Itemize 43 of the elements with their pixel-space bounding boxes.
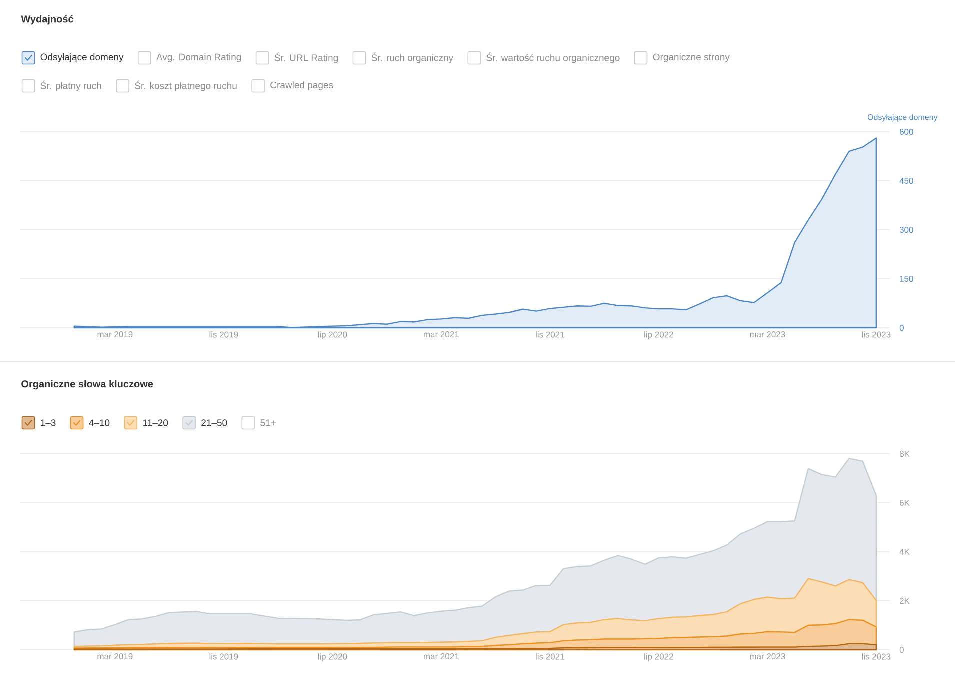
y-tick-label: 450 xyxy=(900,178,914,184)
text: Śr. ruch organiczny xyxy=(372,52,454,64)
y-axis-title: Odsyłające domeny xyxy=(868,114,938,122)
text: Crawled pages xyxy=(270,82,334,90)
x-tick-label: lip 2022 xyxy=(644,332,674,340)
y-tick-label: 150 xyxy=(900,276,914,282)
x-tick-label: lip 2020 xyxy=(318,332,348,340)
legend-label: 4–10 xyxy=(89,420,110,426)
text: Śr. URL Rating xyxy=(274,52,338,64)
x-tick-label: mar 2023 xyxy=(750,332,786,338)
x-tick-label: lis 2019 xyxy=(210,332,238,338)
x-tick-label: lip 2020 xyxy=(318,654,348,662)
y-tick-label: 4K xyxy=(900,549,910,555)
x-tick-label: lis 2021 xyxy=(536,332,564,338)
x-tick-label: lis 2023 xyxy=(862,332,891,338)
x-tick-label: lis 2023 xyxy=(862,654,891,660)
x-tick-label: lip 2022 xyxy=(644,654,674,662)
y-tick-label: 300 xyxy=(900,226,914,233)
legend-label: 21–50 xyxy=(202,420,228,426)
y-tick-label: 2K xyxy=(900,598,910,604)
text: 51+ xyxy=(260,420,276,426)
text: Śr. koszt płatnego ruchu xyxy=(135,80,237,92)
x-tick-label: mar 2021 xyxy=(424,654,459,660)
chart-title: Wydajność xyxy=(21,15,74,25)
text: Śr. płatny ruch xyxy=(40,80,102,92)
y-tick-label: 0 xyxy=(900,324,904,331)
y-tick-label: 0 xyxy=(900,646,904,654)
x-tick-label: lis 2019 xyxy=(210,654,238,660)
x-tick-label: mar 2019 xyxy=(98,332,133,338)
text: Śr. wartość ruchu organicznego xyxy=(486,52,620,64)
legend-label: 11–20 xyxy=(143,420,168,426)
x-tick-label: mar 2019 xyxy=(98,654,133,660)
x-tick-label: mar 2023 xyxy=(750,654,786,660)
legend-label: Odsyłające domeny xyxy=(40,54,124,62)
legend-label: 1–3 xyxy=(41,420,56,426)
text: Avg. Domain Rating xyxy=(156,54,242,62)
y-tick-label: 6K xyxy=(900,500,910,506)
x-tick-label: lis 2021 xyxy=(536,654,564,660)
y-tick-label: 600 xyxy=(900,128,914,135)
text: Organiczne strony xyxy=(653,54,730,62)
chart-title: Organiczne słowa kluczowe xyxy=(22,380,154,390)
x-tick-label: mar 2021 xyxy=(424,332,459,338)
y-tick-label: 8K xyxy=(900,451,910,458)
